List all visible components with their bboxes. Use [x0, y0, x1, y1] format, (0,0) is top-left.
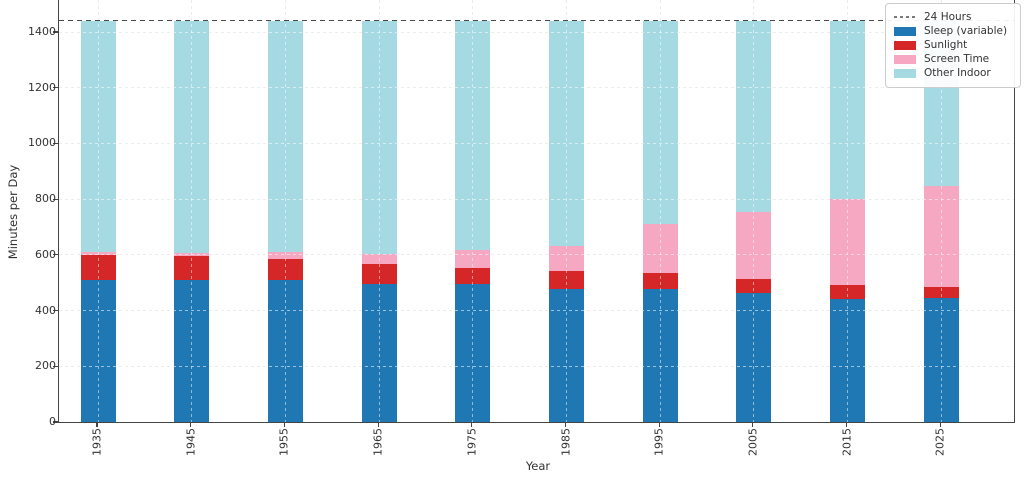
h-gridline-overlay: [59, 310, 1014, 312]
v-gridline-overlay: [659, 0, 661, 422]
h-gridline-overlay: [59, 198, 1014, 200]
plot-area: [58, 0, 1015, 423]
x-tick-mark: [658, 422, 660, 427]
y-tick-mark: [53, 254, 58, 256]
h-gridline-overlay: [59, 31, 1014, 33]
y-tick-label: 200: [35, 359, 56, 373]
reference-line-24-hours: [59, 19, 1014, 22]
y-tick-mark: [53, 421, 58, 423]
dashed-line-swatch-icon: [894, 16, 916, 18]
legend-item-sleep: Sleep (variable): [894, 25, 1012, 37]
v-gridline-overlay: [472, 0, 474, 422]
x-tick-mark: [377, 422, 379, 427]
x-tick-label: 1975: [465, 428, 479, 456]
x-tick-mark: [471, 422, 473, 427]
color-swatch-icon: [894, 26, 916, 36]
x-tick-mark: [564, 422, 567, 427]
y-tick-mark: [53, 309, 58, 312]
v-gridline-overlay: [191, 0, 193, 422]
y-tick-mark: [53, 31, 58, 33]
x-tick-mark: [190, 422, 192, 427]
v-gridline-overlay: [97, 0, 99, 422]
x-axis-label: Year: [525, 459, 551, 473]
x-tick-label: 1995: [652, 428, 666, 456]
h-gridline-overlay: [59, 142, 1014, 144]
x-tick-label: 2015: [840, 428, 854, 456]
x-tick-label: 1965: [371, 428, 385, 456]
y-tick-mark: [53, 198, 58, 200]
v-gridline-overlay: [940, 0, 942, 422]
v-gridline-overlay: [566, 0, 567, 422]
y-tick-label: 1000: [28, 136, 56, 150]
v-gridline-overlay: [753, 0, 755, 422]
x-tick-label: 2005: [746, 428, 760, 456]
y-tick-mark: [53, 365, 58, 367]
h-gridline-overlay: [59, 87, 1014, 89]
x-tick-label: 1985: [559, 428, 572, 456]
y-tick-label: 800: [35, 192, 56, 206]
y-tick-mark: [53, 87, 58, 89]
legend-item-24-hours: 24 Hours: [894, 11, 1012, 23]
x-tick-label: 1955: [277, 428, 291, 456]
x-tick-label: 2025: [933, 428, 947, 456]
v-gridline-overlay: [847, 0, 849, 422]
x-tick-mark: [846, 422, 848, 427]
v-gridline-overlay: [284, 0, 286, 422]
y-tick-label: 600: [35, 247, 56, 261]
color-swatch-icon: [894, 54, 916, 64]
y-tick-mark: [53, 142, 58, 145]
h-gridline-overlay: [59, 365, 1014, 367]
x-tick-mark: [283, 422, 285, 427]
x-tick-mark: [752, 422, 754, 427]
y-tick-label: 1400: [28, 25, 56, 39]
legend: 24 Hours Sleep (variable) Sunlight Scree…: [885, 3, 1021, 88]
color-swatch-icon: [894, 40, 916, 50]
x-tick-label: 1935: [90, 428, 104, 456]
y-tick-label: 400: [35, 303, 56, 317]
v-gridline-overlay: [378, 0, 380, 422]
legend-item-sunlight: Sunlight: [894, 39, 1012, 51]
y-axis-label: Minutes per Day: [6, 164, 20, 260]
h-gridline-overlay: [59, 254, 1014, 256]
legend-item-screen-time: Screen Time: [894, 53, 1012, 65]
y-tick-label: 1200: [28, 80, 56, 94]
y-tick-label: 0: [49, 415, 56, 428]
legend-item-other-indoor: Other Indoor: [894, 67, 1012, 79]
color-swatch-icon: [894, 68, 916, 78]
x-tick-mark: [96, 422, 98, 427]
x-tick-label: 1945: [184, 428, 198, 456]
x-tick-mark: [939, 422, 941, 427]
